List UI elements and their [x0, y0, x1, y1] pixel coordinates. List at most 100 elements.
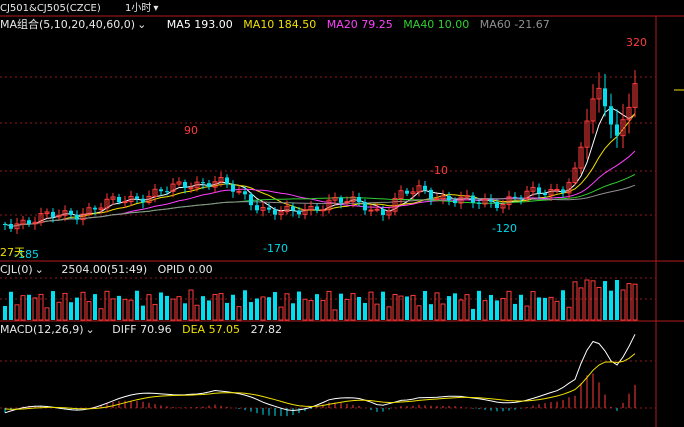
- candle-body: [566, 182, 572, 194]
- candle-body: [596, 87, 602, 100]
- candle-body: [38, 213, 44, 223]
- volume-value: 2504.00(51:49): [61, 263, 148, 276]
- candle-body: [284, 205, 290, 213]
- candle-body: [188, 187, 194, 190]
- volume-indicator-name: CJL(0): [0, 263, 33, 276]
- candle-body: [93, 207, 97, 210]
- candle-body: [489, 199, 493, 202]
- volume-bar: [440, 303, 446, 321]
- dea-line: [4, 353, 636, 410]
- volume-bar: [626, 283, 632, 321]
- candle-body: [207, 183, 211, 188]
- volume-bar: [405, 296, 409, 320]
- volume-bar: [201, 296, 205, 320]
- volume-bar: [249, 302, 253, 320]
- volume-indicator-selector[interactable]: CJL(0) ⌄: [0, 262, 51, 277]
- volume-bar: [410, 294, 416, 321]
- candle-body: [62, 210, 68, 216]
- volume-bar: [326, 290, 332, 321]
- volume-bars: [3, 279, 638, 321]
- volume-bar: [578, 287, 584, 321]
- candle-body: [176, 181, 182, 185]
- volume-bar: [225, 302, 229, 320]
- candle-body: [117, 196, 121, 203]
- candle-body: [20, 219, 26, 225]
- volume-bar: [332, 309, 338, 321]
- volume-bar: [273, 292, 277, 320]
- volume-bar: [188, 289, 194, 321]
- period-selector[interactable]: 1小时 ▾: [125, 1, 165, 16]
- ma10-line: [4, 113, 636, 227]
- candle-body: [135, 196, 139, 199]
- volume-bar: [561, 290, 565, 320]
- peak-price-label: 90: [184, 124, 198, 137]
- macd-lines: [4, 334, 636, 414]
- candle-body: [368, 209, 374, 212]
- macd-indicator-selector[interactable]: MACD(12,26,9) ⌄: [0, 322, 102, 337]
- period-label: 1小时: [124, 3, 152, 14]
- volume-bar: [56, 301, 62, 321]
- volume-bar: [381, 291, 385, 320]
- volume-bar: [110, 298, 116, 321]
- volume-bar: [135, 290, 139, 320]
- ma-indicator-selector[interactable]: MA组合(5,10,20,40,60,0) ⌄: [0, 17, 153, 32]
- volume-bar: [447, 296, 451, 320]
- volume-bar: [350, 293, 356, 321]
- candle-body: [122, 201, 128, 204]
- volume-bar: [212, 293, 218, 321]
- volume-bar: [584, 279, 590, 321]
- candle-body: [554, 188, 560, 191]
- candle-body: [374, 208, 380, 211]
- candle-body: [386, 210, 392, 216]
- volume-bar: [165, 295, 169, 320]
- candle-body: [14, 223, 20, 230]
- candle-body: [332, 197, 338, 201]
- candle-body: [548, 189, 554, 196]
- volume-bar: [489, 294, 493, 320]
- candle-body: [212, 181, 218, 188]
- volume-bar: [543, 297, 547, 320]
- volume-bar: [284, 293, 290, 321]
- ma-dropdown-icon: ⌄: [137, 18, 147, 31]
- candle-body: [170, 183, 176, 192]
- volume-bar: [159, 292, 163, 320]
- volume-bar: [423, 290, 427, 320]
- candle-body: [302, 209, 308, 215]
- macd-histogram: [4, 373, 636, 417]
- volume-bar: [315, 294, 319, 320]
- volume-bar: [75, 297, 79, 320]
- volume-bar: [14, 304, 20, 321]
- candle-body: [194, 181, 200, 189]
- volume-bar: [104, 290, 110, 321]
- candle-body: [609, 106, 613, 125]
- volume-bar: [530, 291, 536, 321]
- candle-body: [278, 211, 284, 216]
- candle-body: [464, 195, 470, 198]
- volume-bar: [231, 294, 235, 320]
- candle-body: [152, 188, 158, 197]
- candle-body: [260, 207, 266, 211]
- candle-body: [344, 200, 350, 204]
- volume-bar: [590, 280, 596, 321]
- ma-indicator-name: MA组合(5,10,20,40,60,0): [0, 18, 136, 31]
- candle-body: [423, 185, 427, 190]
- volume-bar: [146, 294, 152, 321]
- ma20-value: MA20 79.25: [326, 18, 393, 31]
- volume-bar: [98, 308, 104, 321]
- candle-body: [578, 146, 584, 169]
- macd-dropdown-icon: ⌄: [85, 323, 95, 336]
- instrument-label[interactable]: CJ501&CJ505(CZCE): [0, 3, 101, 14]
- macd-hist-value: 27.82: [250, 323, 283, 336]
- candle-body: [326, 199, 332, 211]
- volume-bar: [615, 280, 619, 320]
- volume-bar: [44, 307, 50, 321]
- volume-legend: CJL(0) ⌄ 2504.00(51:49) OPID 0.00: [0, 262, 220, 277]
- candle-body: [561, 189, 565, 193]
- candle-body: [477, 202, 481, 204]
- candle-body: [80, 213, 86, 221]
- volume-bar: [548, 296, 554, 321]
- candle-body: [590, 98, 596, 122]
- candle-body: [458, 196, 464, 204]
- candle-body: [128, 195, 134, 203]
